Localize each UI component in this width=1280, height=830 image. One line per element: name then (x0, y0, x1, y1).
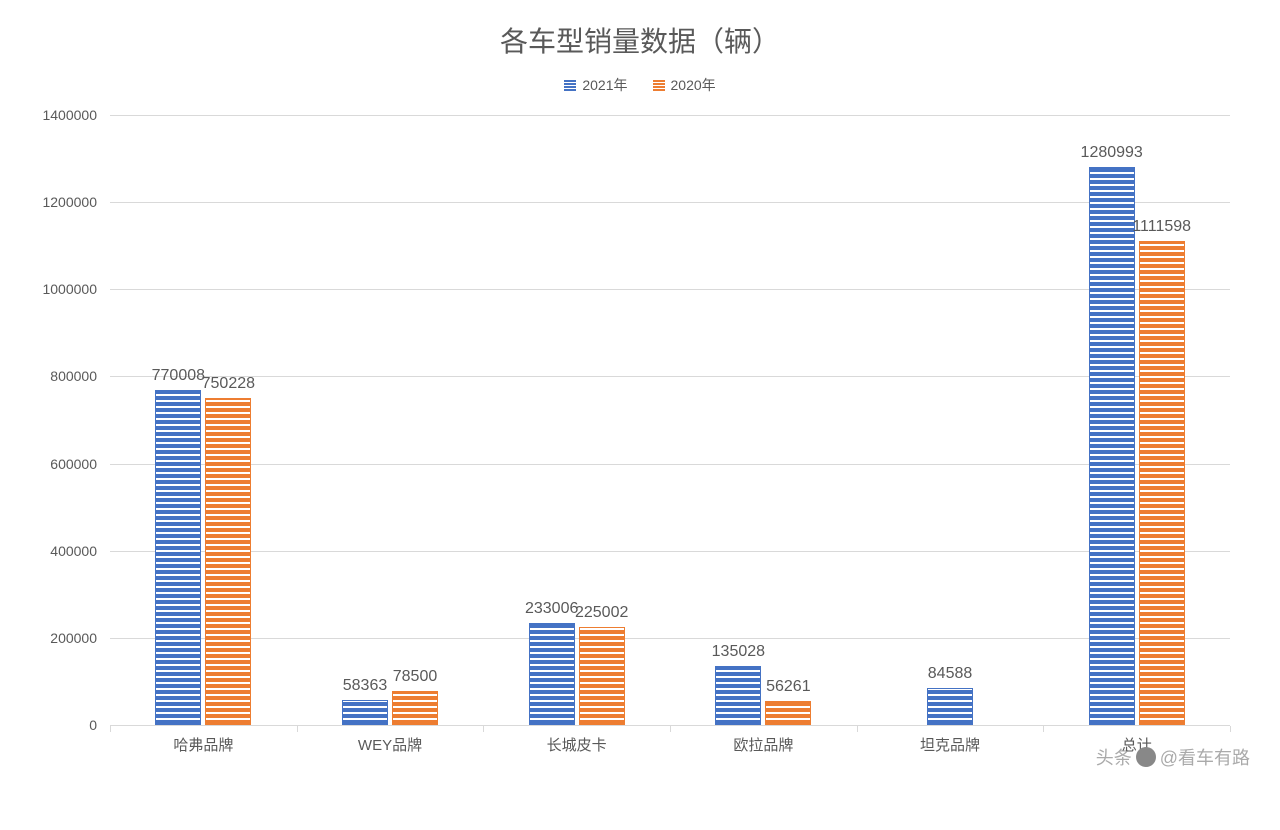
y-tick-label: 1200000 (42, 194, 97, 210)
plot-area: 0200000400000600000800000100000012000001… (110, 115, 1230, 755)
y-tick-label: 1000000 (42, 281, 97, 297)
y-tick-label: 1400000 (42, 107, 97, 123)
chart-container: 各车型销量数据（辆） 2021年 2020年 02000004000006000… (0, 0, 1280, 830)
x-category-label: 欧拉品牌 (670, 726, 857, 755)
bar-value-label: 770008 (152, 367, 205, 385)
x-category-label: 长城皮卡 (483, 726, 670, 755)
chart-title: 各车型销量数据（辆） (30, 20, 1250, 60)
legend-label-2021: 2021年 (582, 75, 627, 95)
x-category-label: 哈弗品牌 (110, 726, 297, 755)
x-category-label: 坦克品牌 (857, 726, 1044, 755)
x-tick (670, 726, 671, 732)
x-tick (297, 726, 298, 732)
bar-value-label: 750228 (202, 375, 255, 393)
bar-2020: 750228 (205, 398, 251, 725)
y-tick-label: 600000 (50, 456, 97, 472)
bar-2021: 84588 (927, 688, 973, 725)
y-axis: 0200000400000600000800000100000012000001… (30, 115, 105, 725)
bar-value-label: 135028 (712, 643, 765, 661)
bar-2021: 233006 (529, 623, 575, 725)
x-tick (110, 726, 111, 732)
y-tick-label: 0 (89, 717, 97, 733)
bar-value-label: 56261 (766, 678, 811, 696)
bar-2020: 225002 (579, 627, 625, 725)
bar-value-label: 225002 (575, 604, 628, 622)
bar-2020: 56261 (765, 701, 811, 726)
y-tick-label: 200000 (50, 630, 97, 646)
bar-value-label: 233006 (525, 600, 578, 618)
bars-area: 7700087502285836378500233006225002135028… (110, 115, 1230, 725)
x-category-label: WEY品牌 (297, 726, 484, 755)
bar-value-label: 78500 (393, 668, 438, 686)
bar-2021: 58363 (342, 700, 388, 725)
legend: 2021年 2020年 (30, 75, 1250, 95)
x-tick (483, 726, 484, 732)
watermark-prefix: 头条 (1096, 744, 1132, 770)
bar-2021: 1280993 (1089, 167, 1135, 725)
bar-group: 233006225002 (483, 115, 670, 725)
bar-2021: 135028 (715, 666, 761, 725)
bar-group: 84588 (857, 115, 1044, 725)
x-tick (857, 726, 858, 732)
legend-item-2020: 2020年 (653, 75, 716, 95)
bar-group: 770008750228 (110, 115, 297, 725)
x-axis: 哈弗品牌WEY品牌长城皮卡欧拉品牌坦克品牌总计 (110, 725, 1230, 755)
bar-2021: 770008 (155, 390, 201, 726)
bar-value-label: 84588 (928, 665, 973, 683)
bar-value-label: 1111598 (1132, 218, 1191, 236)
bar-group: 5836378500 (297, 115, 484, 725)
legend-swatch-2020 (653, 79, 665, 91)
bar-2020: 78500 (392, 691, 438, 725)
watermark-handle: @看车有路 (1160, 744, 1250, 770)
bar-group: 13502856261 (670, 115, 857, 725)
legend-item-2021: 2021年 (564, 75, 627, 95)
bar-2020: 1111598 (1139, 241, 1185, 725)
x-tick (1230, 726, 1231, 732)
y-tick-label: 800000 (50, 368, 97, 384)
x-tick (1043, 726, 1044, 732)
bar-value-label: 1280993 (1081, 144, 1143, 162)
watermark-avatar-icon (1136, 747, 1156, 767)
bar-value-label: 58363 (343, 677, 388, 695)
legend-label-2020: 2020年 (671, 75, 716, 95)
bar-group: 12809931111598 (1043, 115, 1230, 725)
watermark: 头条 @看车有路 (1096, 744, 1250, 770)
y-tick-label: 400000 (50, 543, 97, 559)
legend-swatch-2021 (564, 79, 576, 91)
